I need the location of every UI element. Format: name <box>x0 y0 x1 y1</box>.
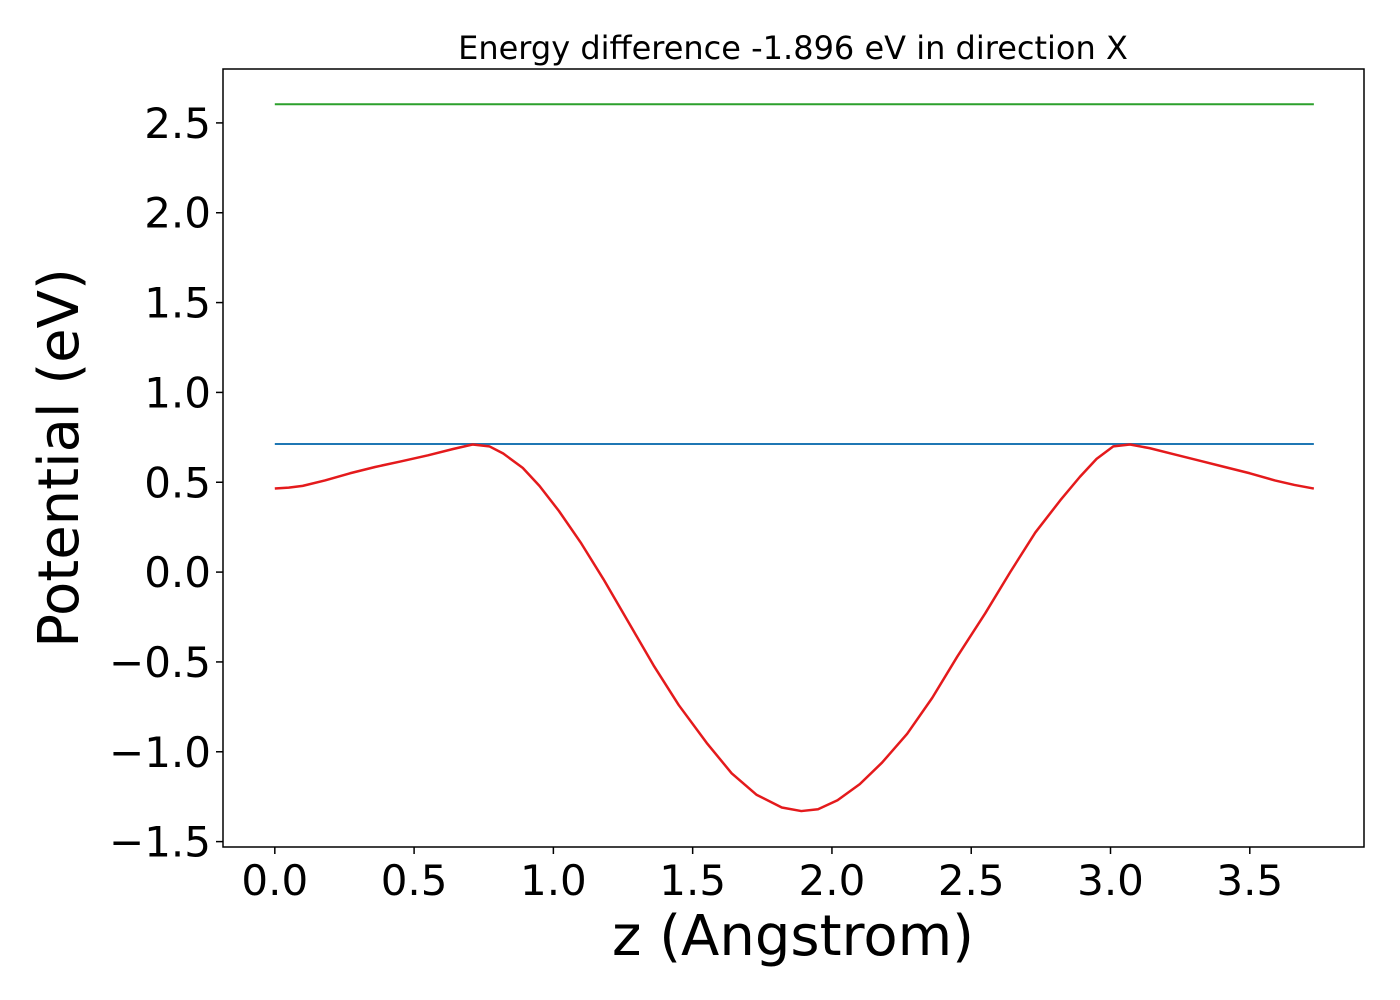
x-tick-label: 0.5 <box>381 856 448 905</box>
x-tick-label: 3.5 <box>1216 856 1283 905</box>
series-line-3 <box>274 443 1315 813</box>
y-tick-label: 1.0 <box>144 368 211 417</box>
y-tick-label: −0.5 <box>109 638 211 687</box>
y-axis-label: Potential (eV) <box>27 268 92 648</box>
x-axis-label: z (Angstrom) <box>612 904 974 969</box>
y-tick-label: 1.5 <box>144 279 211 328</box>
y-tick-label: 0.5 <box>144 458 211 507</box>
x-tick-label: 1.0 <box>520 856 587 905</box>
x-axis-ticks: 0.0 0.5 1.0 1.5 2.0 2.5 3.0 3.5 <box>241 847 1283 905</box>
x-tick-label: 2.0 <box>799 856 866 905</box>
y-axis-ticks: 2.5 2.0 1.5 1.0 0.5 0.0 −0.5 −1.0 −1.5 <box>109 99 223 867</box>
x-tick-label: 0.0 <box>241 856 308 905</box>
y-tick-label: 0.0 <box>144 548 211 597</box>
chart-title: Energy difference -1.896 eV in direction… <box>458 29 1128 67</box>
x-tick-label: 2.5 <box>938 856 1005 905</box>
x-tick-label: 1.5 <box>659 856 726 905</box>
y-tick-label: −1.5 <box>109 818 211 867</box>
y-tick-label: 2.5 <box>144 99 211 148</box>
series-layer <box>274 103 1315 813</box>
y-tick-label: −1.0 <box>109 728 211 777</box>
y-tick-label: 2.0 <box>144 189 211 238</box>
x-tick-label: 3.0 <box>1077 856 1144 905</box>
